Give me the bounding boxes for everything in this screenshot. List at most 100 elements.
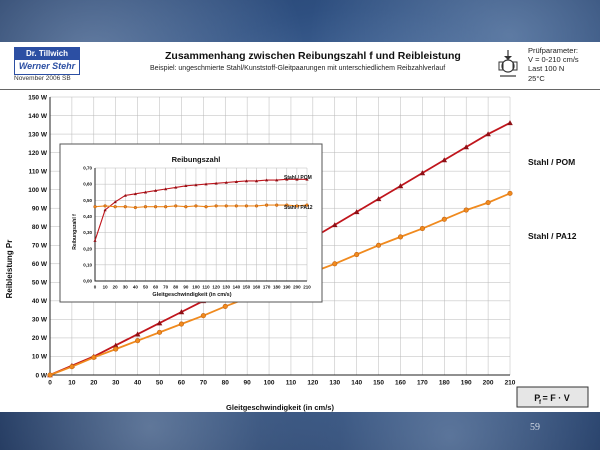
y-tick-label: 30 W — [32, 317, 48, 324]
data-point — [275, 203, 279, 207]
data-point — [507, 190, 513, 196]
x-tick-label: 0 — [94, 285, 97, 290]
y-tick-label: 0,70 — [83, 166, 92, 171]
x-tick-label: 70 — [163, 285, 169, 290]
data-point — [91, 354, 97, 360]
data-point — [194, 183, 198, 187]
data-point — [47, 372, 53, 378]
data-point — [375, 196, 382, 202]
x-tick-label: 60 — [178, 380, 186, 387]
data-point — [178, 321, 184, 327]
data-point — [295, 204, 299, 208]
logo-line1: Dr. Tillwich GmbH — [15, 48, 79, 70]
y-tick-label: 40 W — [32, 298, 48, 305]
data-point — [184, 205, 188, 209]
data-point — [397, 234, 404, 240]
x-tick-label: 10 — [103, 285, 109, 290]
data-point — [485, 200, 491, 206]
chart-area: 0 W 10 W 20 W 30 W 40 W 50 W 60 W 70 W 80 W 90 W 1… — [5, 94, 589, 412]
data-point — [463, 144, 469, 150]
data-point — [441, 157, 448, 163]
data-point — [123, 193, 127, 197]
data-point — [285, 203, 289, 207]
x-tick-label: 110 — [202, 285, 210, 290]
data-point — [184, 184, 188, 188]
x-tick-label: 90 — [244, 380, 252, 387]
param-line: Last 100 N — [528, 64, 565, 74]
y-tick-label: 0,00 — [83, 279, 92, 284]
x-tick-label: 120 — [307, 380, 318, 387]
data-point — [103, 204, 107, 208]
data-point — [214, 181, 218, 185]
test-parameters: Prüfparameter: V = 0-210 cm/s Last 100 N… — [528, 46, 579, 83]
inset-series — [93, 177, 309, 242]
data-point — [224, 204, 228, 208]
y-tick-label: 0 W — [35, 372, 47, 379]
series-line — [94, 204, 308, 209]
data-point — [353, 209, 360, 215]
data-point — [305, 177, 309, 181]
data-point — [275, 178, 279, 182]
page-title: Zusammenhang zwischen Reibungszahl f und… — [165, 50, 461, 62]
x-tick-label: 200 — [293, 285, 301, 290]
x-tick-label: 100 — [192, 285, 200, 290]
param-line: 25°C — [528, 73, 545, 83]
y-tick-label: 150 W — [28, 94, 48, 101]
formula-text: P = F · V — [534, 393, 570, 403]
data-point — [134, 331, 141, 337]
y-axis-label: Reibleistung Pr — [5, 240, 14, 299]
data-point — [463, 207, 469, 213]
data-point — [135, 338, 141, 344]
y-tick-label: 100 W — [28, 187, 48, 194]
data-point — [103, 208, 107, 212]
data-point — [200, 313, 206, 319]
y-tick-label: 20 W — [32, 335, 48, 342]
inset-axes: 0,00 0,10 0,20 0,30 0,40 0,50 0,60 0,70 0 10 20 30 4… — [83, 166, 311, 290]
x-tick-label: 70 — [200, 380, 208, 387]
x-tick-label: 140 — [233, 285, 241, 290]
x-tick-label: 210 — [505, 380, 516, 387]
data-point — [419, 170, 426, 176]
x-tick-label: 10 — [68, 380, 76, 387]
data-point — [354, 251, 360, 258]
slide: Dr. Tillwich GmbH Werner Stehr November … — [0, 42, 600, 412]
x-tick-label: 30 — [123, 285, 129, 290]
y-tick-label: 60 W — [32, 261, 48, 268]
param-line: V = 0-210 cm/s — [528, 55, 579, 65]
page-number: 59 — [530, 422, 540, 433]
inset-legend-pa12: Stahl / PA12 — [284, 205, 313, 211]
inset-chart: Reibungszahl 0,00 0,10 0,20 0,30 0,40 0,50 0,6… — [59, 143, 323, 303]
x-tick-label: 210 — [303, 285, 311, 290]
x-tick-label: 180 — [439, 380, 450, 387]
y-tick-label: 10 W — [32, 354, 48, 361]
data-point — [265, 203, 269, 207]
x-tick-label: 80 — [222, 380, 230, 387]
x-tick-label: 160 — [395, 380, 406, 387]
data-point — [214, 204, 218, 208]
slide-header: Dr. Tillwich GmbH Werner Stehr November … — [0, 42, 600, 90]
data-point — [112, 342, 119, 348]
logo-line2: Werner Stehr — [18, 61, 76, 71]
x-tick-label: 80 — [173, 285, 179, 290]
formula-subscript: f — [539, 400, 542, 406]
data-point — [397, 183, 404, 189]
data-point — [153, 205, 158, 209]
y-tick-label: 110 W — [29, 168, 48, 175]
data-point — [305, 203, 309, 207]
data-point — [234, 180, 238, 184]
data-point — [254, 179, 259, 183]
x-tick-label: 110 — [286, 380, 297, 387]
data-point — [156, 329, 163, 335]
data-point — [69, 364, 75, 370]
data-point — [174, 185, 178, 189]
x-tick-label: 90 — [183, 285, 189, 290]
y-tick-label: 0,20 — [83, 246, 92, 251]
data-point — [174, 204, 178, 208]
data-point — [244, 204, 249, 208]
y-tick-label: 70 W — [32, 243, 48, 250]
data-point — [265, 178, 269, 182]
y-tick-label: 0,40 — [83, 214, 92, 219]
x-tick-label: 50 — [156, 380, 164, 387]
data-point — [133, 192, 137, 196]
legend-label-pom: Stahl / POM — [528, 157, 575, 167]
